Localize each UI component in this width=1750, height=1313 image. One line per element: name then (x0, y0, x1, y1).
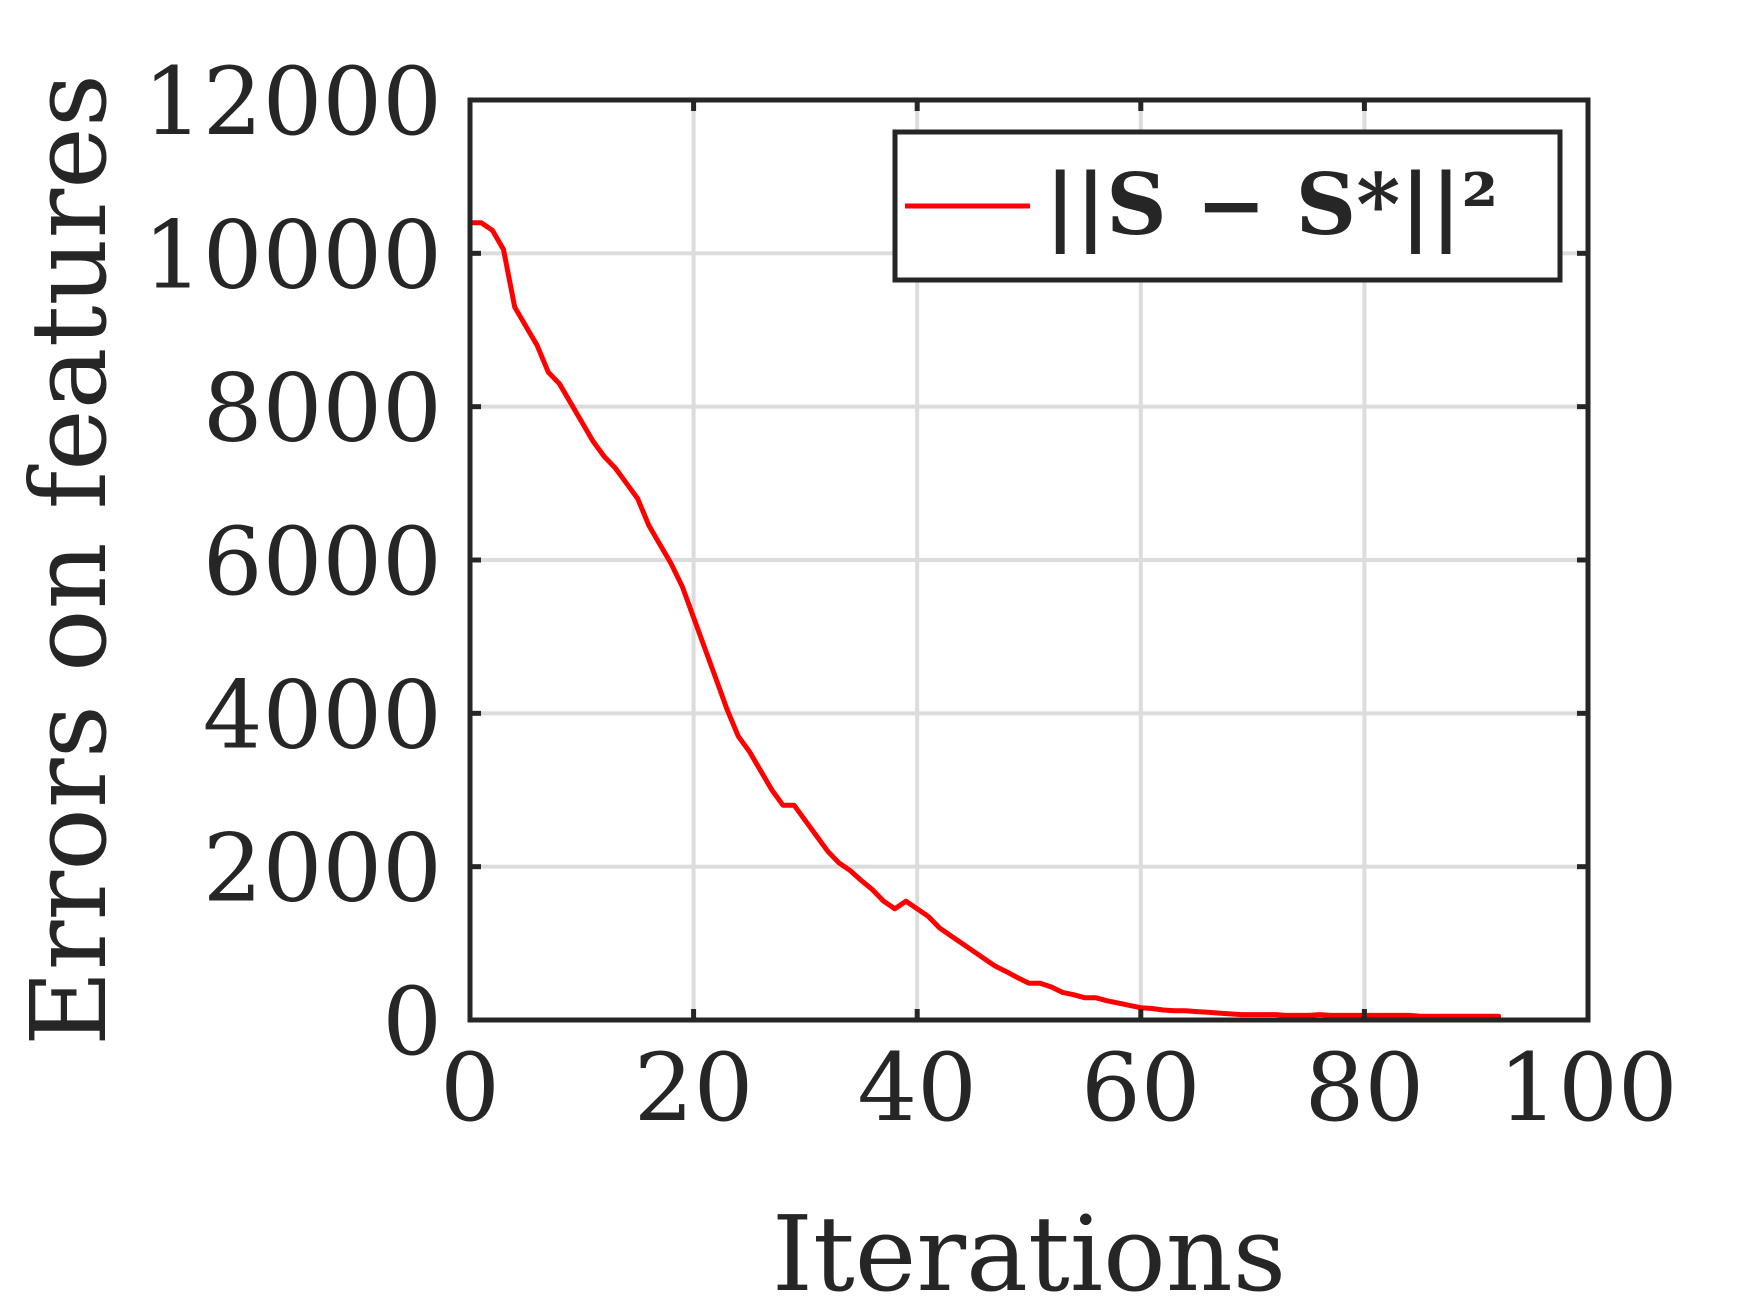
series-line-layer (467, 220, 1502, 1019)
y-tick-label: 10000 (143, 201, 442, 310)
axis-ticks (467, 97, 1591, 1023)
x-tick-label: 40 (857, 1034, 977, 1143)
y-tick-label: 4000 (203, 661, 442, 770)
y-axis-label: Errors on features (8, 74, 130, 1046)
x-tick-label: 100 (1498, 1034, 1677, 1143)
y-tick-label: 8000 (203, 355, 442, 464)
x-tick-label: 80 (1305, 1034, 1425, 1143)
y-tick-label: 6000 (203, 508, 442, 617)
x-tick-label: 0 (440, 1034, 500, 1143)
y-tick-label: 12000 (143, 48, 442, 157)
x-tick-label: 20 (634, 1034, 754, 1143)
y-axis-tick-labels: 0 2000 4000 6000 8000 10000 12000 (143, 48, 442, 1077)
legend-entry-label: ||S − S*||² (1045, 155, 1498, 255)
x-axis-tick-labels: 0 20 40 60 80 100 (440, 1034, 1678, 1143)
x-axis-label: Iterations (772, 1193, 1286, 1313)
legend: ||S − S*||² (892, 129, 1563, 283)
y-tick-label: 2000 (203, 815, 442, 924)
x-tick-label: 60 (1081, 1034, 1201, 1143)
y-tick-label: 0 (382, 968, 442, 1077)
series-line-0 (467, 220, 1502, 1019)
